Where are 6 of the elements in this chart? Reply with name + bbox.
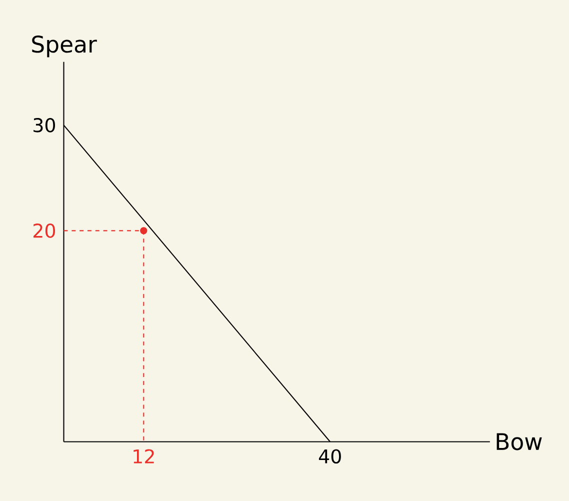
y-axis-title: Spear — [32, 35, 97, 58]
x-tick-label: 40 — [318, 449, 341, 464]
x-axis-title: Bow — [496, 433, 542, 450]
y-tick-label: 20 — [34, 223, 56, 238]
y-tick-label: 30 — [34, 118, 56, 132]
x-tick-label: 12 — [134, 449, 154, 464]
